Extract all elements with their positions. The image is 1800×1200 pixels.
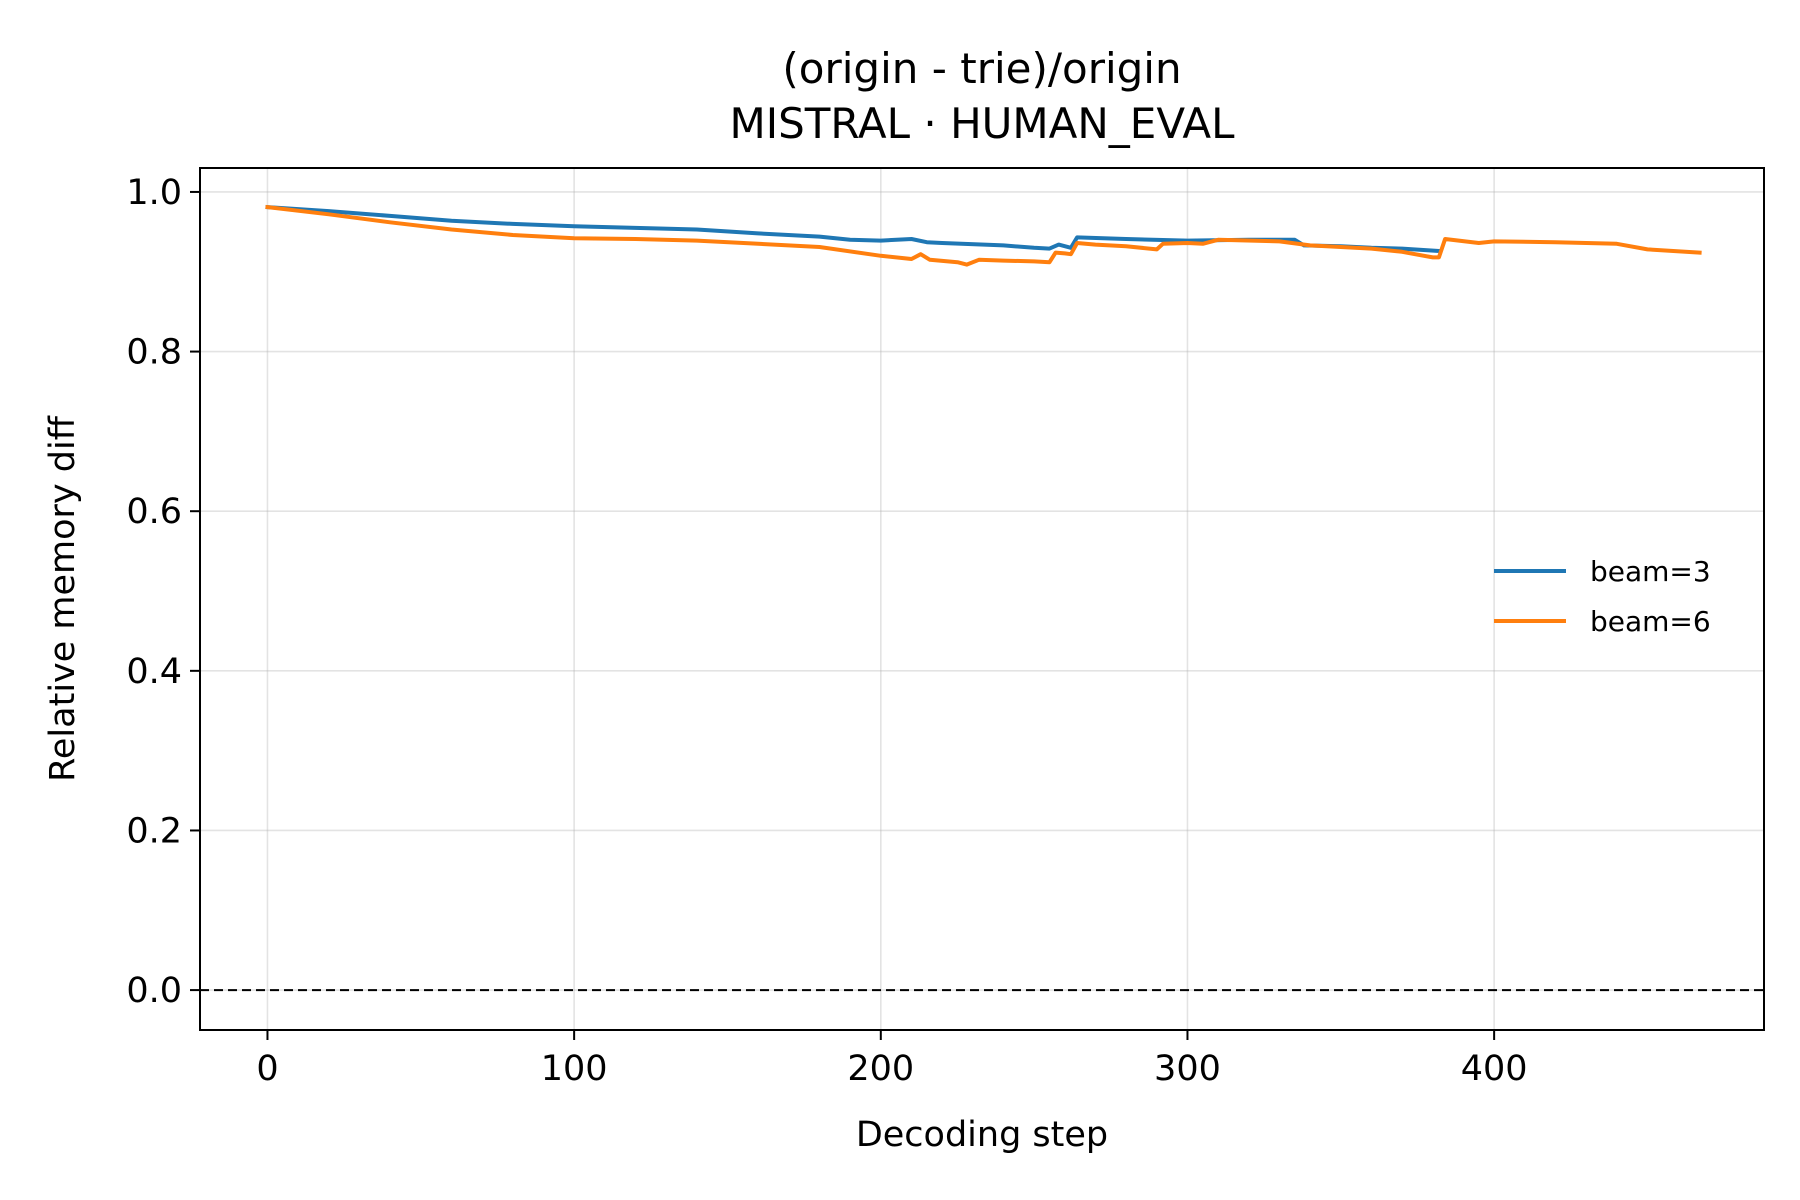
y-tick-label: 0.2 xyxy=(126,811,182,851)
y-tick-label: 0.8 xyxy=(126,333,182,373)
y-tick-label: 1.0 xyxy=(126,173,182,213)
x-tick-label: 200 xyxy=(847,1049,914,1089)
series-lines xyxy=(265,204,1702,267)
x-axis-label: Decoding step xyxy=(856,1115,1108,1155)
x-tick-label: 0 xyxy=(256,1049,278,1089)
legend-label: beam=6 xyxy=(1590,605,1711,638)
chart-subtitle: MISTRAL · HUMAN_EVAL xyxy=(729,99,1235,148)
legend-label: beam=3 xyxy=(1590,555,1711,588)
chart-title: (origin - trie)/origin xyxy=(782,44,1181,93)
series-line-beam-3 xyxy=(265,204,1442,254)
y-tick-label: 0.6 xyxy=(126,492,182,532)
axis-ticks: 0 100 200 300 400 0.0 0.2 0.4 0.6 0.8 1.0 xyxy=(126,173,1527,1089)
y-axis-label: Relative memory diff xyxy=(43,415,83,782)
legend: beam=3 beam=6 xyxy=(1494,555,1711,638)
x-tick-label: 100 xyxy=(541,1049,608,1089)
x-tick-label: 300 xyxy=(1154,1049,1221,1089)
y-tick-label: 0.4 xyxy=(126,652,182,692)
series-line-beam-6 xyxy=(265,204,1702,267)
y-tick-label: 0.0 xyxy=(126,971,182,1011)
x-tick-label: 400 xyxy=(1461,1049,1528,1089)
plot-frame xyxy=(199,167,1765,1031)
